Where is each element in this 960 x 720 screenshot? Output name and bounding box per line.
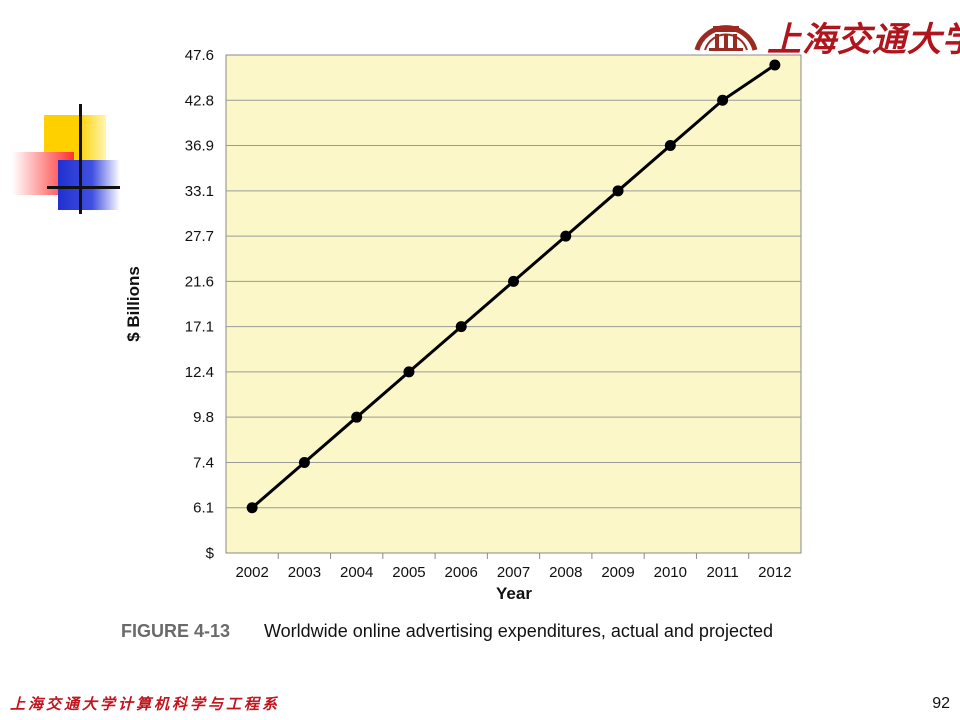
x-tick-label: 2004: [340, 564, 373, 581]
y-tick-label: 9.8: [193, 409, 214, 426]
x-axis-title: Year: [496, 584, 532, 603]
decorative-blue-square: [58, 160, 120, 210]
data-point: [455, 321, 467, 333]
figure-number: FIGURE 4-13: [121, 621, 231, 641]
decorative-horizontal-line: [47, 186, 120, 189]
data-point: [351, 411, 363, 423]
university-seal-icon: [694, 25, 758, 51]
x-tick-label: 2010: [654, 564, 687, 581]
university-name: 上海交通大学: [767, 20, 960, 60]
y-tick-label: 33.1: [185, 183, 214, 200]
data-point: [560, 230, 572, 242]
data-point: [717, 94, 729, 106]
y-tick-label: 17.1: [185, 319, 214, 336]
data-point: [246, 502, 258, 514]
x-tick-label: 2006: [445, 564, 478, 581]
university-logo: 上海交通大学: [693, 6, 960, 60]
figure-caption-text: Worldwide online advertising expenditure…: [264, 621, 773, 641]
footer-department: 上海交通大学计算机科学与工程系: [10, 695, 281, 713]
data-point: [612, 185, 624, 197]
y-tick-label: 7.4: [193, 454, 214, 471]
decorative-vertical-line: [79, 104, 82, 214]
y-tick-label: $: [206, 545, 215, 562]
plot-area: [225, 54, 802, 554]
y-tick-label: 27.7: [185, 228, 214, 245]
y-tick-label: 47.6: [185, 47, 214, 64]
x-tick-label: 2005: [392, 564, 425, 581]
x-tick-label: 2002: [235, 564, 268, 581]
data-point: [664, 140, 676, 152]
figure-caption: FIGURE 4-13 Worldwide online advertising …: [121, 621, 773, 642]
y-axis-title: $ Billions: [124, 266, 143, 342]
y-tick-label: 6.1: [193, 500, 214, 517]
y-tick-label: 36.9: [185, 138, 214, 155]
y-tick-label: 21.6: [185, 273, 214, 290]
x-tick-label: 2003: [288, 564, 321, 581]
x-tick-label: 2009: [601, 564, 634, 581]
data-point: [769, 59, 781, 71]
x-tick-label: 2007: [497, 564, 530, 581]
y-tick-label: 42.8: [185, 92, 214, 109]
data-point: [298, 456, 310, 468]
page-number: 92: [932, 695, 950, 712]
x-tick-label: 2011: [706, 564, 738, 581]
data-point: [403, 366, 415, 378]
x-tick-label: 2012: [758, 564, 791, 581]
y-tick-label: 12.4: [185, 364, 214, 381]
x-tick-label: 2008: [549, 564, 582, 581]
data-point: [508, 275, 519, 287]
